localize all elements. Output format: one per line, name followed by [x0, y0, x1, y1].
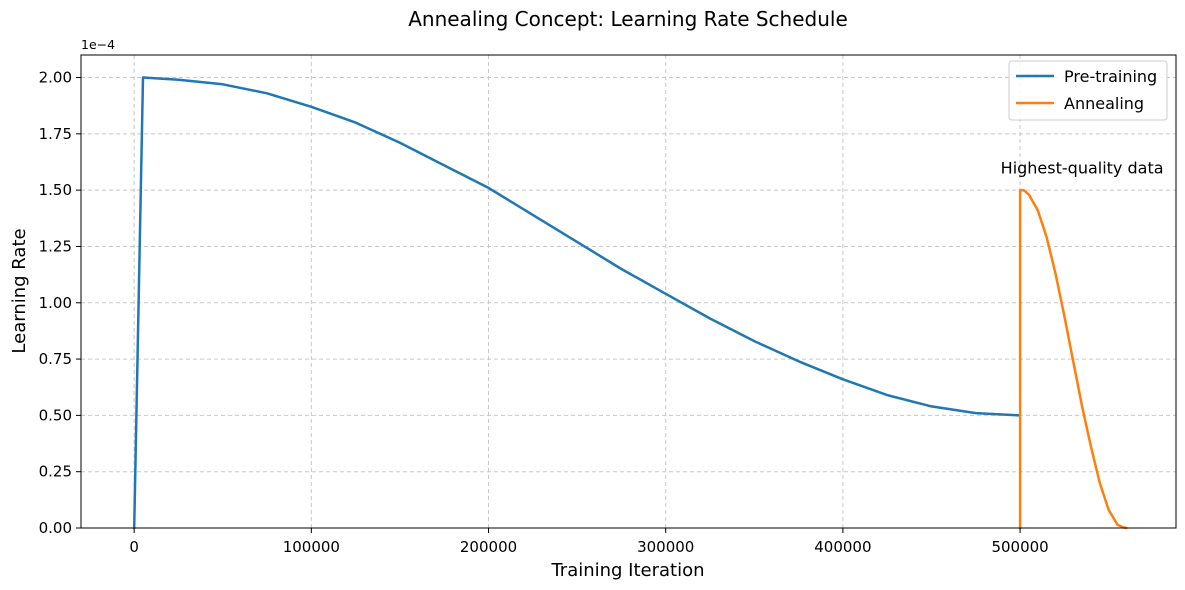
x-tick-label: 0: [129, 538, 139, 556]
chart-title: Annealing Concept: Learning Rate Schedul…: [408, 7, 848, 31]
series-line-1: [1018, 188, 1128, 530]
y-offset-label: 1e−4: [81, 37, 115, 52]
y-tick-label: 1.00: [39, 294, 72, 312]
annotations: Highest-quality data: [1001, 159, 1164, 178]
x-tick-label: 200000: [460, 538, 517, 556]
y-tick-label: 0.25: [39, 463, 72, 481]
legend-label-pretraining: Pre-training: [1064, 67, 1157, 86]
x-axis-label: Training Iteration: [550, 560, 704, 581]
legend: Pre-training Annealing: [1008, 60, 1168, 121]
y-axis-label: Learning Rate: [9, 228, 30, 353]
series-line-0: [132, 76, 1022, 530]
series-layer: [132, 76, 1128, 530]
y-tick-label: 2.00: [39, 69, 72, 87]
x-tick-label: 500000: [991, 538, 1048, 556]
x-tick-label: 100000: [283, 538, 340, 556]
legend-label-annealing: Annealing: [1064, 94, 1144, 113]
x-tick-label: 300000: [637, 538, 694, 556]
y-tick-label: 1.75: [39, 125, 72, 143]
plot-frame: [80, 54, 1177, 529]
y-tick-label: 1.50: [39, 181, 72, 199]
grid: [81, 55, 1176, 529]
x-tick-label: 400000: [814, 538, 871, 556]
y-tick-label: 1.25: [39, 237, 72, 255]
x-axis: 0 100000 200000 300000 400000 500000: [129, 528, 1049, 556]
y-axis: 0.00 0.25 0.50 0.75 1.00 1.25 1.50 1.75 2.00: [39, 69, 81, 537]
y-tick-label: 0.00: [39, 519, 72, 537]
y-tick-label: 0.50: [39, 406, 72, 424]
annotation-label: Highest-quality data: [1001, 159, 1164, 178]
y-tick-label: 0.75: [39, 350, 72, 368]
